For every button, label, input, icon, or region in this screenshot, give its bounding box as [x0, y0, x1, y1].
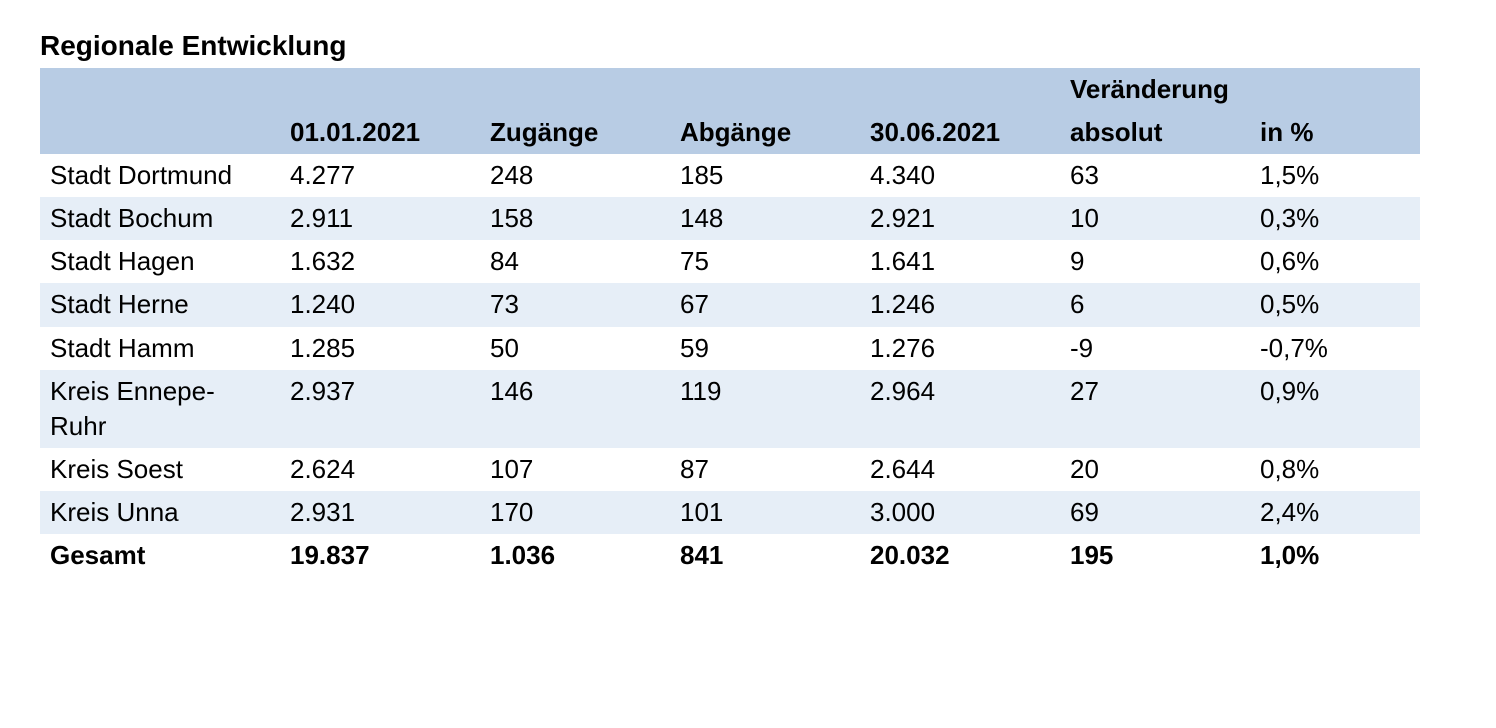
table-cell: Kreis Ennepe-Ruhr [40, 370, 280, 448]
table-cell: Stadt Hagen [40, 240, 280, 283]
table-row: Stadt Hamm1.28550591.276-9-0,7% [40, 327, 1420, 370]
table-cell: 185 [670, 154, 860, 197]
table-cell: Kreis Unna [40, 491, 280, 534]
table-cell: 4.277 [280, 154, 480, 197]
table-cell: 2.921 [860, 197, 1060, 240]
table-cell: 20 [1060, 448, 1250, 491]
table-cell: -0,7% [1250, 327, 1420, 370]
table-cell: 0,3% [1250, 197, 1420, 240]
page-title: Regionale Entwicklung [40, 30, 1456, 62]
table-cell: 2.937 [280, 370, 480, 448]
table-cell: 1.285 [280, 327, 480, 370]
table-cell: 101 [670, 491, 860, 534]
header-col-zugaenge: Zugänge [480, 111, 670, 154]
table-cell: 0,9% [1250, 370, 1420, 448]
table-cell: 0,6% [1250, 240, 1420, 283]
table-row: Kreis Soest2.624107872.644200,8% [40, 448, 1420, 491]
header-blank [480, 68, 670, 111]
table-cell: 2.931 [280, 491, 480, 534]
regional-table: Veränderung 01.01.2021 Zugänge Abgänge 3… [40, 68, 1420, 577]
table-cell: 69 [1060, 491, 1250, 534]
table-cell: 1,5% [1250, 154, 1420, 197]
table-cell: 148 [670, 197, 860, 240]
table-cell: 1.276 [860, 327, 1060, 370]
table-cell: 0,8% [1250, 448, 1420, 491]
table-row: Stadt Dortmund4.2772481854.340631,5% [40, 154, 1420, 197]
table-cell: 248 [480, 154, 670, 197]
table-cell: 2.964 [860, 370, 1060, 448]
table-cell: 27 [1060, 370, 1250, 448]
header-row-cols: 01.01.2021 Zugänge Abgänge 30.06.2021 ab… [40, 111, 1420, 154]
header-super-change: Veränderung [1060, 68, 1420, 111]
table-cell: 195 [1060, 534, 1250, 577]
header-blank [40, 68, 280, 111]
table-cell: Stadt Bochum [40, 197, 280, 240]
table-row: Stadt Herne1.24073671.24660,5% [40, 283, 1420, 326]
table-cell: Stadt Dortmund [40, 154, 280, 197]
header-col-abgaenge: Abgänge [670, 111, 860, 154]
table-cell: 67 [670, 283, 860, 326]
table-cell: 2,4% [1250, 491, 1420, 534]
table-cell: 73 [480, 283, 670, 326]
table-cell: 1.036 [480, 534, 670, 577]
table-cell: Kreis Soest [40, 448, 280, 491]
table-cell: 19.837 [280, 534, 480, 577]
table-row: Gesamt19.8371.03684120.0321951,0% [40, 534, 1420, 577]
table-cell: 0,5% [1250, 283, 1420, 326]
table-cell: 63 [1060, 154, 1250, 197]
table-cell: 50 [480, 327, 670, 370]
table-cell: Stadt Herne [40, 283, 280, 326]
table-cell: 2.911 [280, 197, 480, 240]
table-cell: 2.624 [280, 448, 480, 491]
table-cell: 84 [480, 240, 670, 283]
table-cell: 6 [1060, 283, 1250, 326]
table-cell: 2.644 [860, 448, 1060, 491]
table-cell: 158 [480, 197, 670, 240]
table-cell: 1,0% [1250, 534, 1420, 577]
table-cell: 4.340 [860, 154, 1060, 197]
header-col-percent: in % [1250, 111, 1420, 154]
table-cell: 1.641 [860, 240, 1060, 283]
table-cell: 87 [670, 448, 860, 491]
header-col-start: 01.01.2021 [280, 111, 480, 154]
table-cell: 170 [480, 491, 670, 534]
table-row: Stadt Hagen1.63284751.64190,6% [40, 240, 1420, 283]
table-row: Kreis Ennepe-Ruhr2.9371461192.964270,9% [40, 370, 1420, 448]
table-cell: 59 [670, 327, 860, 370]
table-body: Stadt Dortmund4.2772481854.340631,5%Stad… [40, 154, 1420, 577]
table-cell: -9 [1060, 327, 1250, 370]
table-cell: 107 [480, 448, 670, 491]
header-blank [670, 68, 860, 111]
table-cell: 3.000 [860, 491, 1060, 534]
table-cell: Stadt Hamm [40, 327, 280, 370]
table-cell: 10 [1060, 197, 1250, 240]
header-col-end: 30.06.2021 [860, 111, 1060, 154]
header-blank [860, 68, 1060, 111]
table-cell: 1.246 [860, 283, 1060, 326]
table-cell: 9 [1060, 240, 1250, 283]
table-cell: Gesamt [40, 534, 280, 577]
table-cell: 841 [670, 534, 860, 577]
table-cell: 1.240 [280, 283, 480, 326]
table-row: Kreis Unna2.9311701013.000692,4% [40, 491, 1420, 534]
table-cell: 119 [670, 370, 860, 448]
header-col-absolut: absolut [1060, 111, 1250, 154]
header-col-region [40, 111, 280, 154]
table-row: Stadt Bochum2.9111581482.921100,3% [40, 197, 1420, 240]
header-blank [280, 68, 480, 111]
table-cell: 1.632 [280, 240, 480, 283]
table-cell: 75 [670, 240, 860, 283]
table-cell: 20.032 [860, 534, 1060, 577]
table-cell: 146 [480, 370, 670, 448]
header-row-super: Veränderung [40, 68, 1420, 111]
